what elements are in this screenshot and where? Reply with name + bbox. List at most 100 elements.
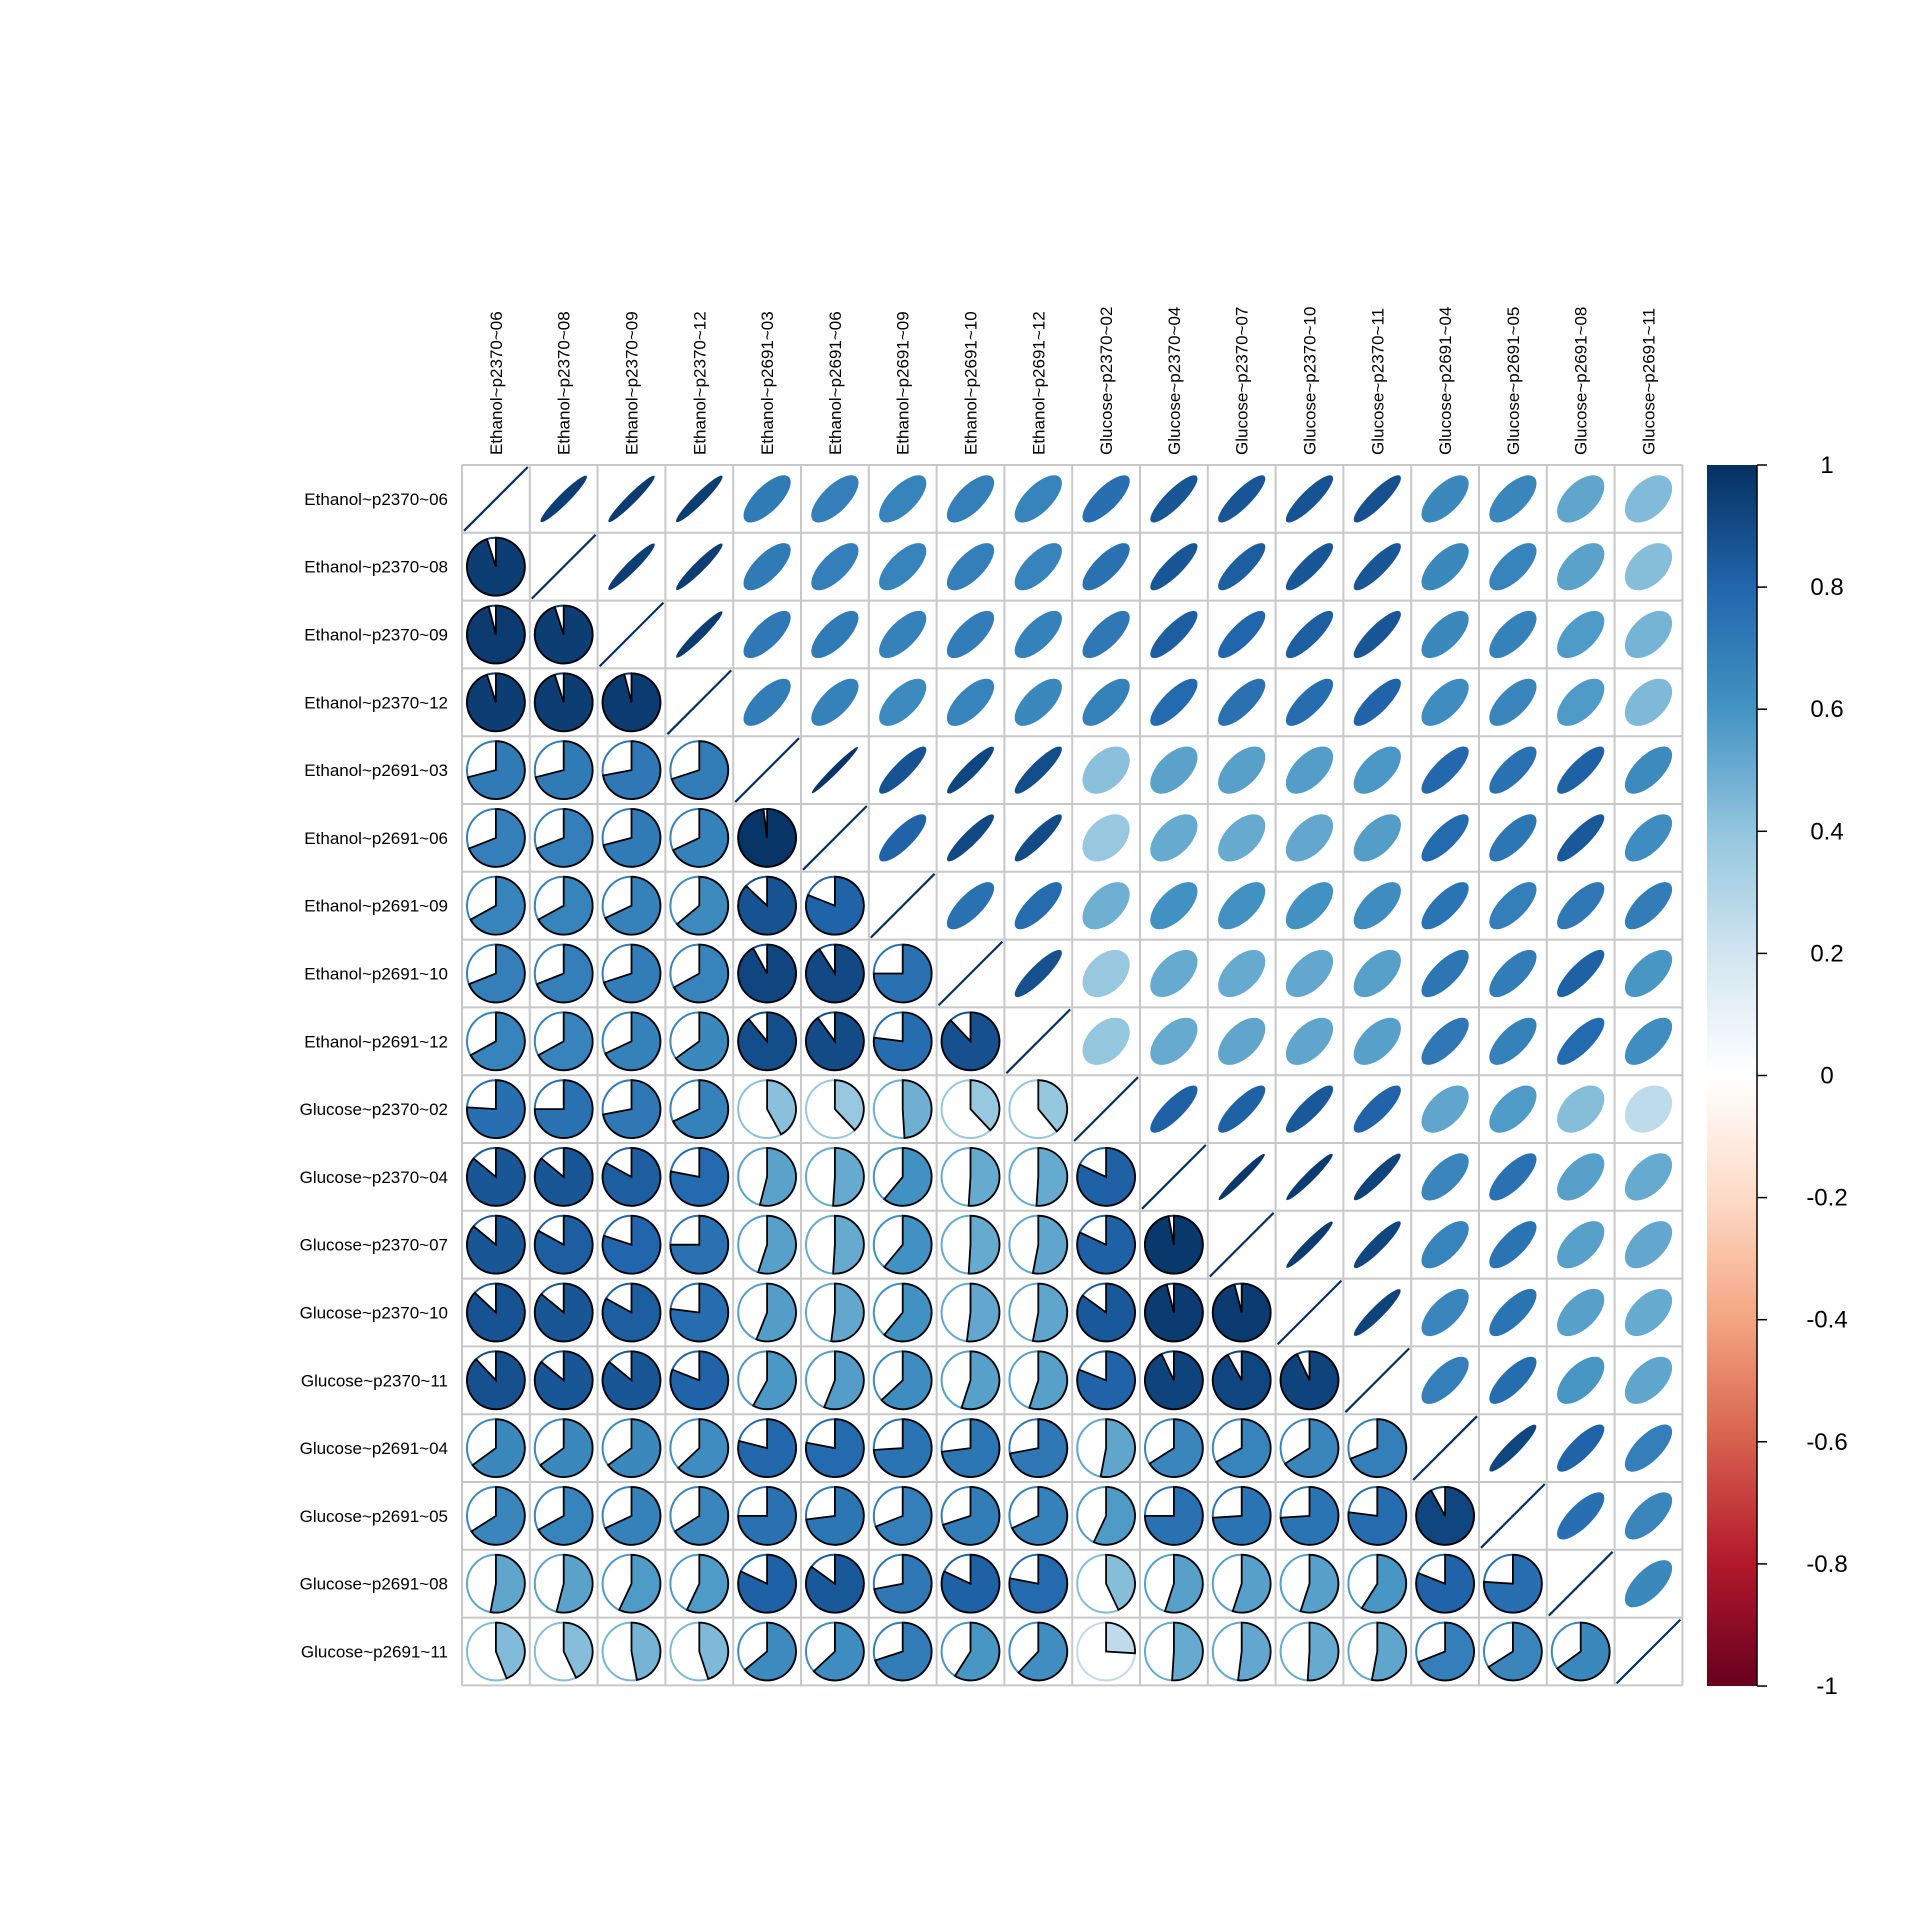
- cell-pie: [669, 1621, 730, 1682]
- cell-ellipse: [1557, 543, 1605, 591]
- cell-ellipse: [1150, 475, 1198, 523]
- pie-slice: [670, 740, 730, 800]
- cell-pie: [466, 1418, 526, 1478]
- cell-pie: [1211, 1621, 1272, 1682]
- pie-slice: [469, 875, 526, 936]
- pie-slice: [1144, 1214, 1204, 1275]
- cell-ellipse: [608, 475, 655, 523]
- cell-ellipse: [1624, 543, 1673, 591]
- cell-pie: [737, 1486, 797, 1546]
- pie-slice: [1105, 1553, 1136, 1612]
- cell-pie: [669, 875, 730, 936]
- cell-ellipse: [1150, 610, 1198, 659]
- cell-pie: [872, 943, 933, 1004]
- cell-diagonal-line: [1141, 1144, 1207, 1210]
- cell-ellipse: [1557, 610, 1605, 659]
- cell-pie: [805, 1079, 865, 1139]
- cell-pie: [601, 943, 662, 1004]
- cell-pie: [601, 808, 662, 868]
- cell-ellipse: [1285, 949, 1334, 998]
- pie-slice: [805, 875, 865, 936]
- cell-pie: [1279, 1350, 1340, 1411]
- cell-ellipse: [1218, 882, 1266, 930]
- cell-ellipse: [1285, 882, 1334, 930]
- cell-ellipse: [879, 814, 927, 862]
- cell-pie: [533, 1621, 594, 1682]
- pie-slice: [1211, 1282, 1272, 1343]
- cell-pie: [737, 875, 797, 936]
- pie-slice: [834, 1079, 865, 1132]
- cell-pie: [1076, 1621, 1136, 1682]
- cell-pie: [1279, 1621, 1340, 1682]
- column-label: Glucose~p2370~07: [1233, 307, 1252, 455]
- column-label: Glucose~p2370~02: [1097, 307, 1116, 455]
- pie-slice: [737, 1418, 797, 1478]
- cell-ellipse: [1489, 1153, 1537, 1201]
- pie-slice: [874, 1621, 933, 1682]
- pie-slice: [1148, 1418, 1204, 1478]
- pie-slice: [535, 943, 594, 1004]
- row-label: Glucose~p2691~05: [300, 1507, 448, 1526]
- cell-pie: [466, 943, 526, 1004]
- cell-pie: [737, 1282, 797, 1343]
- cell-pie: [805, 943, 865, 1004]
- cell-pie: [533, 1282, 594, 1343]
- cell-ellipse: [1557, 746, 1605, 794]
- pie-slice: [698, 1621, 730, 1681]
- cell-ellipse: [1353, 475, 1401, 523]
- cell-ellipse: [1421, 814, 1469, 862]
- cell-pie: [669, 1214, 730, 1275]
- pie-slice: [466, 740, 526, 800]
- cell-pie: [737, 1350, 797, 1411]
- pie-slice: [537, 1486, 594, 1546]
- pie-slice: [537, 875, 594, 936]
- cell-ellipse: [879, 746, 927, 794]
- colorbar-tick-label: -0.4: [1806, 1307, 1847, 1334]
- cell-diagonal-line: [1209, 1212, 1275, 1278]
- pie-slice: [533, 1282, 594, 1343]
- cell-ellipse: [1082, 949, 1130, 998]
- cell-ellipse: [1557, 814, 1605, 862]
- pie-slice: [1237, 1621, 1272, 1682]
- cell-ellipse: [1624, 882, 1673, 930]
- cell-ellipse: [1421, 882, 1469, 930]
- cell-diagonal-line: [802, 805, 868, 871]
- pie-slice: [674, 1011, 730, 1072]
- cell-ellipse: [743, 475, 791, 523]
- colorbar-tick-label: 0.8: [1810, 574, 1843, 601]
- cell-pie: [601, 1553, 662, 1614]
- cell-ellipse: [1557, 1221, 1605, 1269]
- row-label: Ethanol~p2370~09: [304, 626, 448, 645]
- pie-slice: [1008, 1553, 1069, 1614]
- cell-pie: [1144, 1553, 1204, 1614]
- cell-pie: [466, 1553, 526, 1614]
- pie-slice: [537, 1011, 594, 1072]
- cell-ellipse: [1489, 678, 1537, 726]
- cell-pie: [533, 1418, 594, 1478]
- pie-slice: [832, 1147, 865, 1207]
- cell-pie: [1347, 1486, 1408, 1546]
- cell-ellipse: [1218, 949, 1266, 998]
- cell-ellipse: [540, 475, 587, 523]
- pie-slice: [466, 1079, 526, 1139]
- row-label: Glucose~p2370~10: [300, 1304, 448, 1323]
- cell-ellipse: [1082, 678, 1130, 726]
- cell-ellipse: [879, 678, 927, 726]
- cell-ellipse: [1082, 814, 1130, 862]
- pie-slice: [1556, 1621, 1611, 1682]
- cell-ellipse: [1557, 1424, 1605, 1472]
- colorbar-tick-label: 0.2: [1810, 940, 1843, 967]
- cell-ellipse: [1624, 746, 1673, 794]
- cell-ellipse: [1353, 1221, 1401, 1269]
- cell-pie: [737, 1214, 797, 1275]
- cell-ellipse: [1421, 543, 1469, 591]
- cell-ellipse: [1150, 949, 1198, 998]
- pie-slice: [685, 1553, 730, 1614]
- pie-slice: [533, 1147, 594, 1207]
- pie-slice: [830, 1282, 865, 1343]
- row-label: Ethanol~p2691~10: [304, 965, 448, 984]
- pie-slice: [1415, 1553, 1475, 1614]
- cell-ellipse: [1150, 814, 1198, 862]
- cell-pie: [940, 1553, 1001, 1614]
- cell-ellipse: [1218, 678, 1266, 726]
